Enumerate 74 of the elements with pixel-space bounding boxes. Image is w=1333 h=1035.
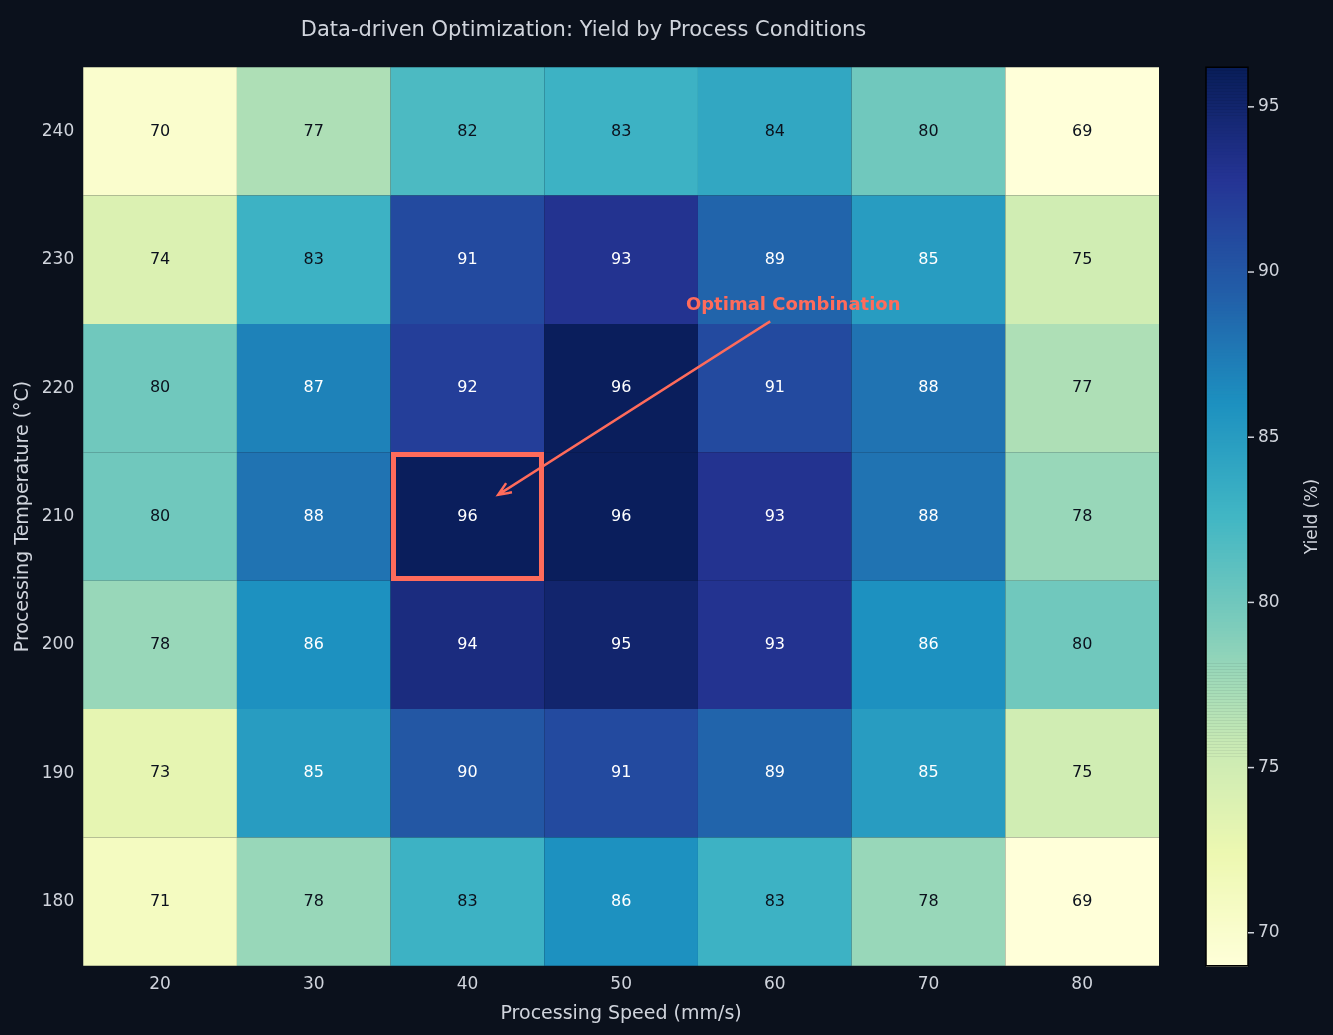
data-label: 91 bbox=[457, 248, 478, 268]
data-label: 69 bbox=[1071, 120, 1093, 140]
data-label: 83 bbox=[764, 890, 785, 910]
chart-title: Data-driven Optimization: Yield by Process Conditions bbox=[300, 17, 867, 42]
data-label: 75 bbox=[1071, 248, 1093, 268]
data-label: 80 bbox=[149, 377, 171, 397]
x-tick-label: 70 bbox=[917, 973, 940, 994]
data-label: 77 bbox=[303, 120, 324, 140]
data-label: 78 bbox=[303, 890, 324, 910]
data-label: 80 bbox=[1071, 634, 1093, 654]
data-label: 86 bbox=[918, 634, 939, 654]
color-bar-label: 95 bbox=[1258, 95, 1280, 116]
data-label: 92 bbox=[457, 377, 478, 397]
x-tick-label: 60 bbox=[763, 973, 786, 994]
data-label: 82 bbox=[457, 120, 478, 140]
y-tick-label: 180 bbox=[41, 890, 75, 911]
data-label: 78 bbox=[149, 634, 171, 654]
data-label: 96 bbox=[610, 505, 632, 525]
x-tick-label: 20 bbox=[149, 973, 171, 994]
color-bar-label: 85 bbox=[1258, 425, 1280, 446]
data-label: 88 bbox=[918, 505, 939, 525]
color-bar-label: 90 bbox=[1258, 260, 1280, 281]
x-tick-label: 40 bbox=[456, 973, 479, 994]
color-bar-label: 80 bbox=[1258, 590, 1280, 611]
data-label: 84 bbox=[764, 120, 785, 140]
data-label: 87 bbox=[303, 377, 324, 397]
data-label: 94 bbox=[457, 634, 478, 654]
data-label: 70 bbox=[149, 120, 171, 140]
data-label: 74 bbox=[149, 248, 171, 268]
color-bar-label: 70 bbox=[1258, 921, 1280, 942]
data-label: 86 bbox=[610, 890, 632, 910]
data-label: 89 bbox=[764, 248, 785, 268]
data-label: 96 bbox=[610, 377, 632, 397]
data-label: 80 bbox=[918, 120, 939, 140]
y-tick-label: 200 bbox=[41, 633, 75, 654]
data-label: 85 bbox=[918, 762, 939, 782]
x-axis-title: Processing Speed (mm/s) bbox=[500, 1000, 742, 1023]
x-tick-label: 30 bbox=[302, 973, 325, 994]
data-label: 96 bbox=[457, 505, 478, 525]
data-label: 85 bbox=[918, 248, 939, 268]
y-tick-label: 190 bbox=[41, 761, 75, 782]
data-label: 78 bbox=[1071, 505, 1093, 525]
x-tick-label: 50 bbox=[610, 973, 632, 994]
data-label: 69 bbox=[1071, 890, 1093, 910]
data-label: 91 bbox=[610, 762, 632, 782]
y-tick-label: 210 bbox=[41, 504, 75, 525]
data-label: 90 bbox=[457, 762, 478, 782]
data-label: 71 bbox=[149, 890, 171, 910]
y-tick-label: 240 bbox=[41, 119, 75, 140]
data-label: 86 bbox=[303, 634, 324, 654]
data-label: 95 bbox=[610, 634, 632, 654]
data-label: 80 bbox=[149, 505, 171, 525]
color-bar-label: 75 bbox=[1258, 756, 1280, 776]
data-label: 75 bbox=[1071, 762, 1093, 782]
data-label: 88 bbox=[303, 505, 324, 525]
data-label: 83 bbox=[457, 890, 478, 910]
data-label: 88 bbox=[918, 377, 939, 397]
data-label: 93 bbox=[764, 505, 785, 525]
color-bar-title: Yield (%) bbox=[1301, 478, 1322, 556]
data-label: 89 bbox=[764, 762, 785, 782]
y-tick-label: 230 bbox=[41, 248, 75, 269]
data-label: 93 bbox=[764, 634, 785, 654]
x-tick-label: 80 bbox=[1071, 973, 1093, 994]
y-tick-label: 220 bbox=[41, 376, 75, 397]
data-label: 93 bbox=[610, 248, 632, 268]
y-axis-title: Processing Temperature (°C) bbox=[10, 380, 33, 653]
data-label: 73 bbox=[149, 762, 171, 782]
data-label: 83 bbox=[303, 248, 324, 268]
data-label: 91 bbox=[764, 377, 785, 397]
data-label: 83 bbox=[610, 120, 632, 140]
data-label: 85 bbox=[303, 762, 324, 782]
data-label: 78 bbox=[918, 890, 939, 910]
annotation: Optimal Combination bbox=[685, 292, 901, 314]
data-label: 77 bbox=[1071, 377, 1093, 397]
